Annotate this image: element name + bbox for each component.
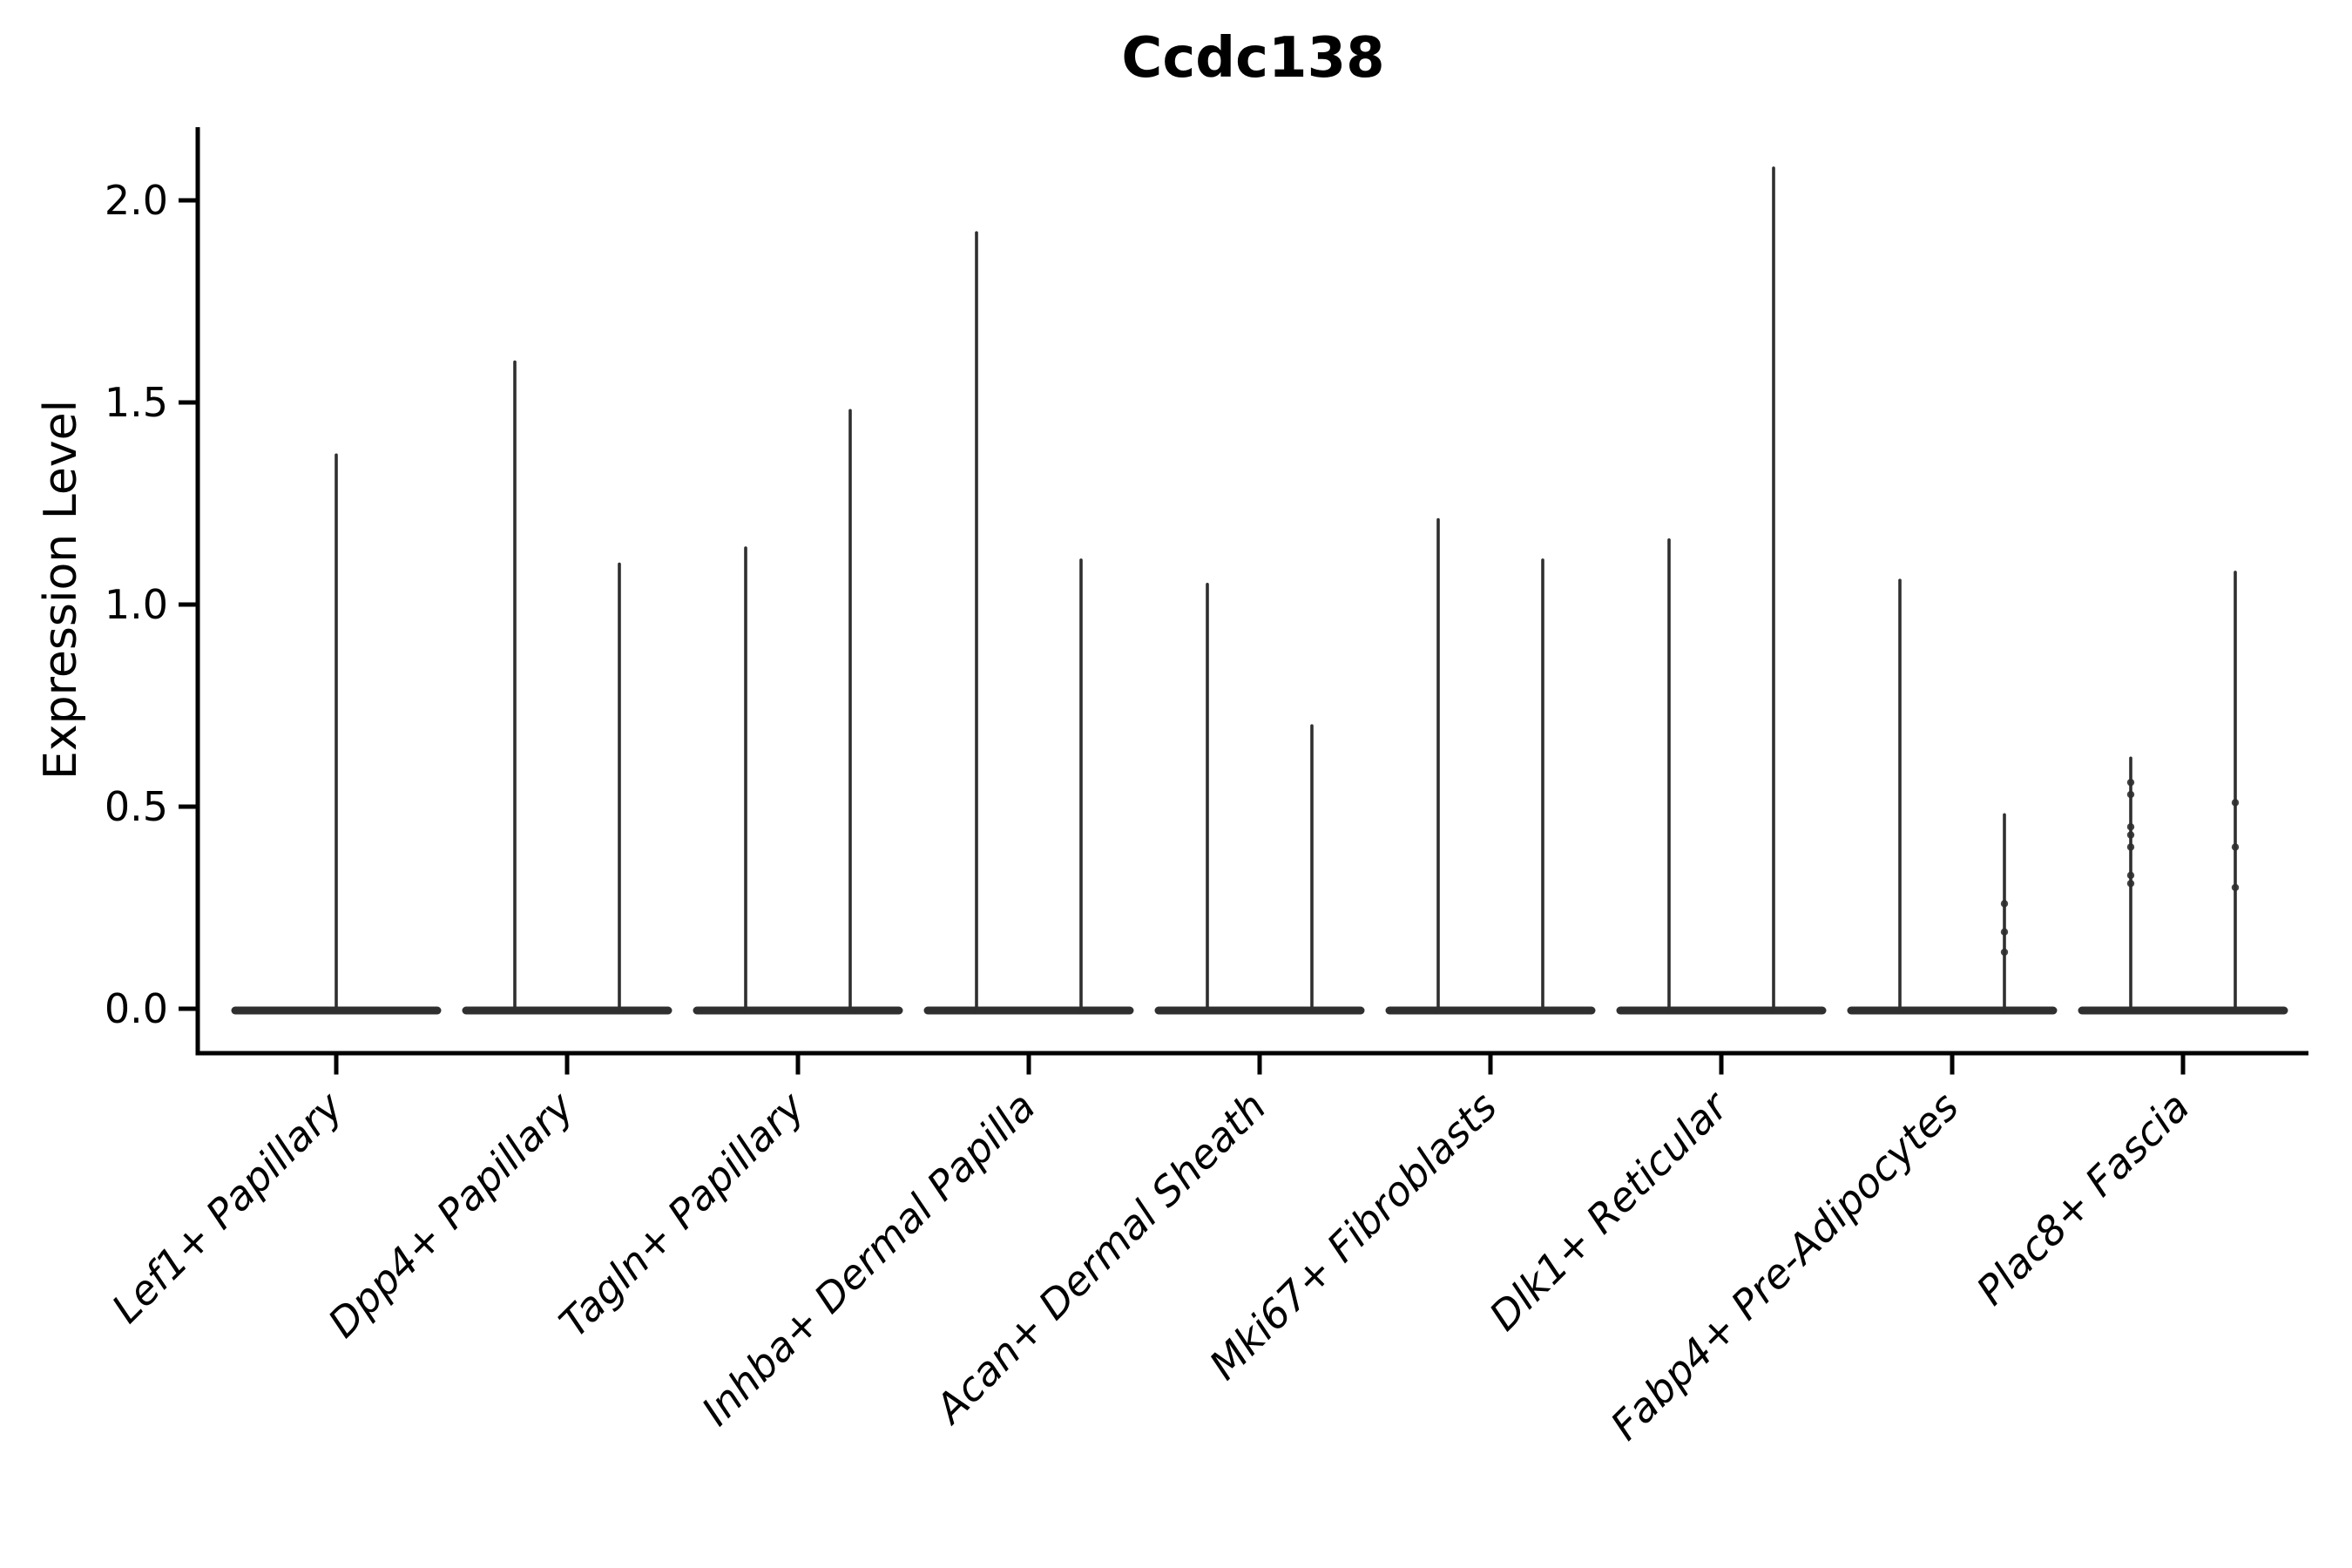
cell-point <box>2000 900 2009 908</box>
y-tick-label: 1.0 <box>105 581 168 628</box>
chart-title: Ccdc138 <box>1121 26 1385 91</box>
cell-point <box>2126 778 2135 787</box>
x-tick-label: Tagln+ Papillary <box>550 1083 814 1347</box>
x-tick-label: Dpp4+ Papillary <box>319 1083 583 1347</box>
cell-point <box>2126 790 2135 799</box>
cell-point <box>2231 799 2240 807</box>
x-tick-label: Plac8+ Fascia <box>1967 1083 2198 1314</box>
x-tick-label: Lef1+ Papillary <box>103 1083 352 1332</box>
y-tick-label: 0.0 <box>105 985 168 1032</box>
cell-point <box>2231 843 2240 851</box>
y-tick-label: 1.5 <box>105 379 168 426</box>
cell-point <box>2126 871 2135 880</box>
cell-point <box>2231 883 2240 891</box>
cell-point <box>2126 843 2135 851</box>
cell-point <box>2000 928 2009 936</box>
cell-point <box>2000 948 2009 956</box>
y-tick-label: 0.5 <box>105 783 168 830</box>
cell-point <box>2126 879 2135 888</box>
y-tick-label: 2.0 <box>105 177 168 224</box>
cell-point <box>2126 823 2135 831</box>
cell-point <box>2126 831 2135 839</box>
x-tick-label: Dlk1+ Reticular <box>1480 1081 1739 1340</box>
